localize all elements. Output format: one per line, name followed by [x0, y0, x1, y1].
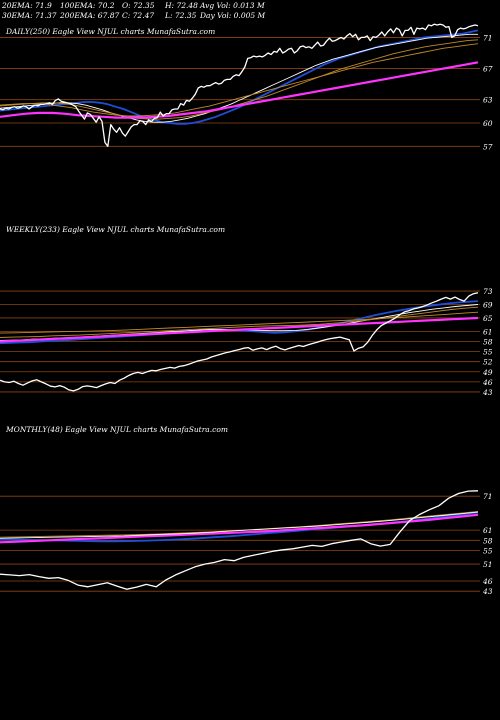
day-vol-value: Day Vol: 0.005 M	[200, 11, 266, 20]
daily-y-tick-label-4: 57	[483, 142, 493, 151]
weekly-y-tick-label-3: 61	[483, 327, 493, 336]
daily-y-tick-label-1: 67	[483, 65, 493, 74]
close-value: C: 72.47	[122, 11, 155, 20]
daily-chart-panel: DAILY(250) Eagle View NJUL charts Munafa…	[0, 0, 500, 160]
weekly-chart-panel: WEEKLY(233) Eagle View NJUL charts Munaf…	[0, 220, 500, 410]
weekly-y-tick-label-1: 69	[483, 301, 493, 310]
daily-price-line	[0, 23, 479, 147]
monthly-price-line	[0, 490, 479, 590]
daily-chart-title: DAILY(250) Eagle View NJUL charts Munafa…	[5, 27, 215, 36]
monthly-y-tick-label-6: 43	[482, 587, 493, 596]
monthly-y-tick-label-5: 46	[482, 577, 493, 586]
indicator-header: 20EMA: 71.9 100EMA: 70.2 O: 72.35 H: 72.…	[0, 0, 500, 24]
weekly-ema200-line	[0, 316, 479, 343]
weekly-y-tick-label-9: 43	[482, 388, 493, 397]
daily-y-tick-label-3: 60	[483, 119, 493, 128]
daily-y-tick-label-2: 63	[483, 96, 493, 105]
weekly-y-tick-label-6: 52	[483, 358, 493, 367]
daily-ema30-line	[0, 33, 478, 123]
monthly-ema-thin-line	[0, 511, 479, 539]
weekly-y-tick-label-2: 65	[483, 314, 493, 323]
weekly-y-tick-label-8: 46	[482, 378, 493, 387]
weekly-y-tick-label-4: 58	[483, 338, 493, 347]
low-value: L: 72.35	[165, 11, 197, 20]
monthly-y-tick-label-1: 61	[483, 526, 493, 535]
monthly-y-tick-label-2: 58	[483, 536, 493, 545]
daily-ema200-line	[0, 61, 479, 119]
daily-ema20-line	[0, 29, 479, 125]
weekly-chart: WEEKLY(233) Eagle View NJUL charts Munaf…	[0, 225, 493, 397]
daily-y-tick-label-0: 71	[483, 33, 493, 42]
ema100-value: 100EMA: 70.2	[60, 1, 115, 10]
monthly-chart-panel: MONTHLY(48) Eagle View NJUL charts Munaf…	[0, 420, 500, 605]
monthly-y-tick-label-0: 71	[483, 492, 493, 501]
avg-vol-value: Avg Vol: 0.013 M	[200, 1, 265, 10]
high-value: H: 72.48	[165, 1, 198, 10]
weekly-y-tick-label-5: 55	[483, 348, 493, 357]
daily-ema100-line	[0, 43, 479, 117]
monthly-y-tick-label-3: 55	[483, 546, 493, 555]
monthly-y-tick-label-4: 51	[483, 560, 493, 569]
weekly-price-line	[0, 292, 479, 392]
monthly-chart: MONTHLY(48) Eagle View NJUL charts Munaf…	[0, 425, 493, 596]
daily-ema50-line	[0, 39, 479, 120]
ema20-value: 20EMA: 71.9	[2, 1, 52, 10]
open-value: O: 72.35	[122, 1, 155, 10]
weekly-ema100-line	[0, 311, 479, 334]
weekly-y-tick-label-7: 49	[482, 368, 493, 377]
weekly-chart-title: WEEKLY(233) Eagle View NJUL charts Munaf…	[6, 225, 225, 234]
monthly-ema-long-line	[0, 513, 479, 544]
ema200-value: 200EMA: 67.87	[60, 11, 120, 20]
weekly-y-tick-label-0: 73	[483, 287, 493, 296]
monthly-chart-title: MONTHLY(48) Eagle View NJUL charts Munaf…	[5, 425, 228, 434]
ema30-value: 30EMA: 71.37	[2, 11, 57, 20]
daily-chart: DAILY(250) Eagle View NJUL charts Munafa…	[0, 23, 493, 151]
